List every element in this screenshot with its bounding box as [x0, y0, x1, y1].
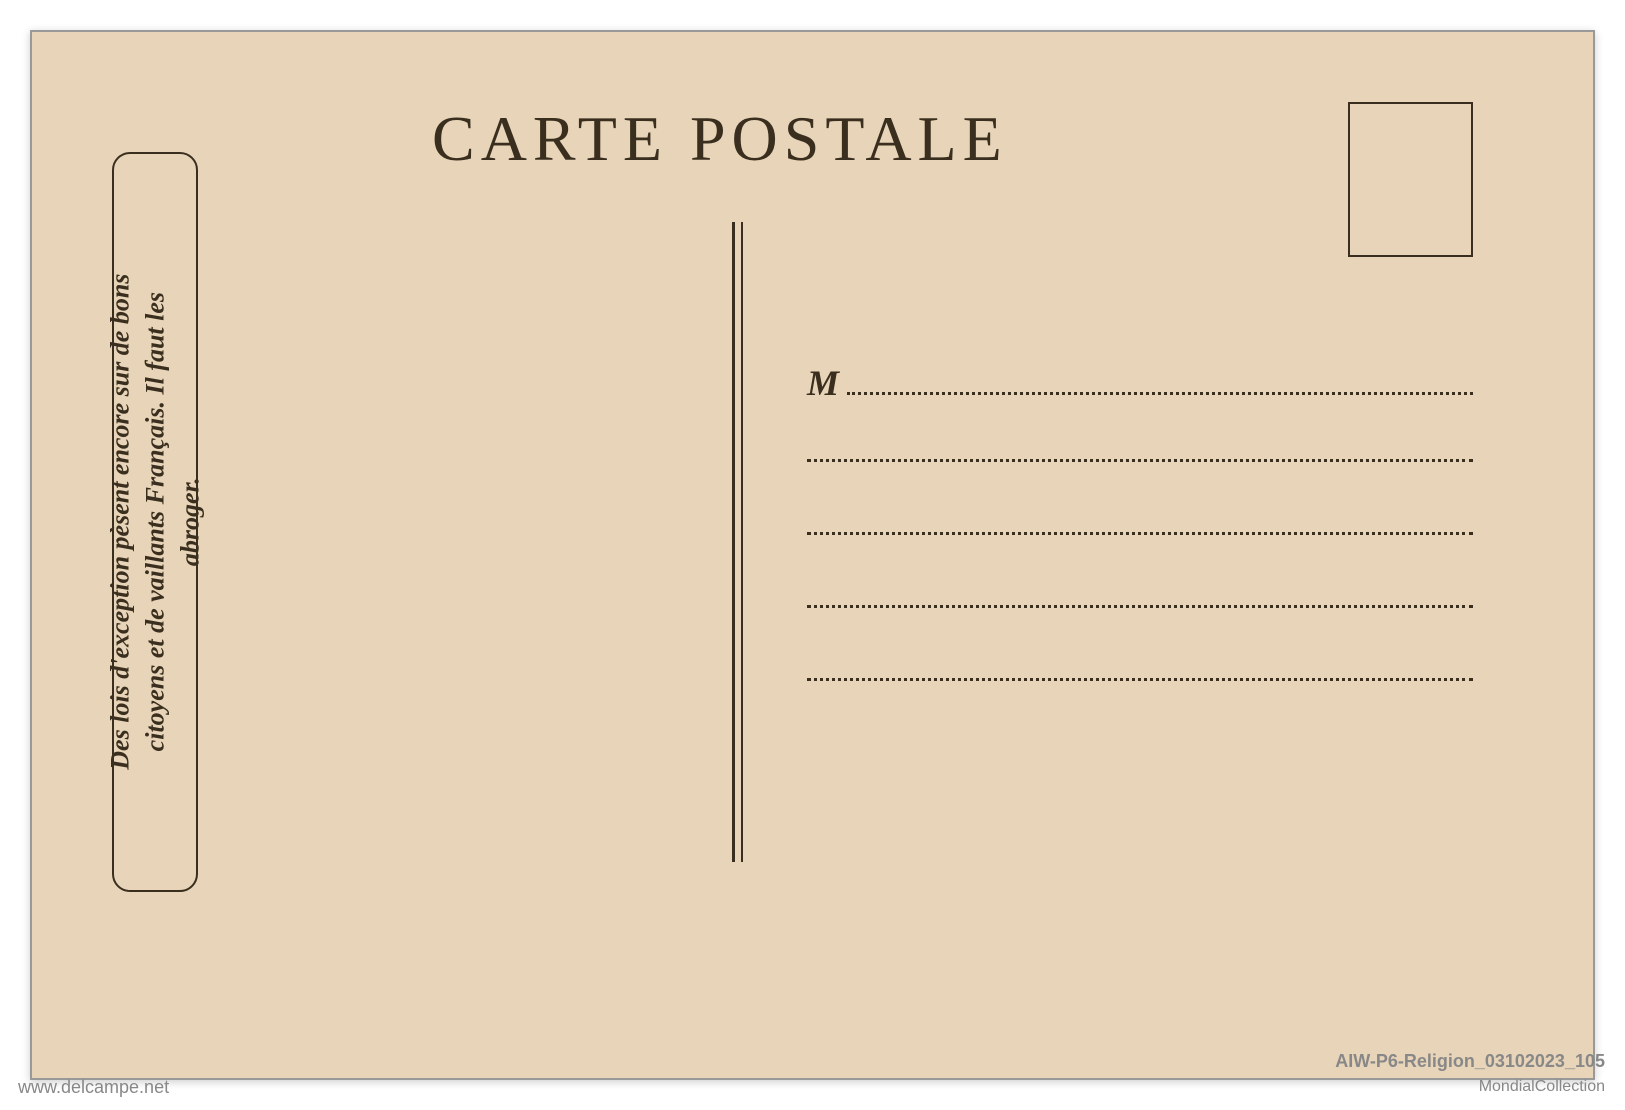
side-note-text: Des lois d'exception pèsent encore sur d…: [102, 274, 207, 770]
watermark-bottom-right-bottom: MondialCollection: [1479, 1078, 1605, 1096]
stamp-placeholder: [1348, 102, 1473, 257]
dotted-line-1: [847, 392, 1473, 395]
side-note-box: Des lois d'exception pèsent encore sur d…: [112, 152, 198, 892]
address-prefix: M: [807, 362, 839, 404]
side-note-line3: abroger.: [176, 478, 205, 567]
address-section: M: [807, 362, 1473, 751]
address-line-4: [807, 605, 1473, 608]
postcard-title: CARTE POSTALE: [432, 102, 1008, 176]
watermark-bottom-left: www.delcampe.net: [18, 1077, 169, 1098]
main-area: CARTE POSTALE M: [252, 92, 1523, 1008]
center-divider: [732, 222, 743, 862]
divider-line-left: [732, 222, 735, 862]
divider-line-right: [741, 222, 744, 862]
address-line-1: M: [807, 362, 1473, 404]
watermark-bottom-right-top: AIW-P6-Religion_03102023_105: [1335, 1051, 1605, 1072]
postcard: Des lois d'exception pèsent encore sur d…: [30, 30, 1595, 1080]
side-note-line2: citoyens et de vaillants Français. Il fa…: [140, 292, 169, 751]
address-line-5: [807, 678, 1473, 681]
address-line-3: [807, 532, 1473, 535]
address-line-2: [807, 459, 1473, 462]
side-note-line1: Des lois d'exception pèsent encore sur d…: [105, 274, 134, 770]
postcard-inner: Des lois d'exception pèsent encore sur d…: [102, 92, 1523, 1008]
